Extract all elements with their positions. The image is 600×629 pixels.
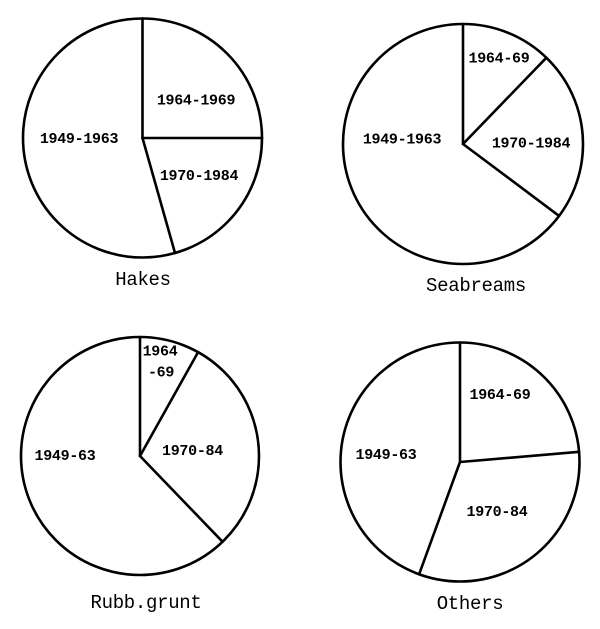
- svg-text:1949-1963: 1949-1963: [363, 131, 442, 148]
- svg-text:1970-84: 1970-84: [467, 504, 528, 521]
- svg-text:1970-1984: 1970-1984: [492, 136, 571, 153]
- svg-text:1964-1969: 1964-1969: [157, 93, 236, 110]
- svg-text:1964-69: 1964-69: [470, 387, 531, 404]
- svg-text:1949-63: 1949-63: [35, 448, 96, 465]
- svg-text:1964: 1964: [143, 344, 178, 361]
- svg-text:1949-63: 1949-63: [356, 447, 417, 464]
- svg-text:Others: Others: [437, 593, 504, 615]
- svg-text:-69: -69: [148, 365, 174, 382]
- svg-text:1949-1963: 1949-1963: [40, 131, 119, 148]
- svg-text:1964-69: 1964-69: [469, 50, 530, 67]
- svg-text:1970-84: 1970-84: [162, 443, 223, 460]
- svg-text:1970-1984: 1970-1984: [160, 168, 239, 185]
- svg-text:Seabreams: Seabreams: [426, 275, 526, 297]
- svg-text:Rubb.grunt: Rubb.grunt: [90, 592, 201, 614]
- svg-text:Hakes: Hakes: [115, 269, 171, 291]
